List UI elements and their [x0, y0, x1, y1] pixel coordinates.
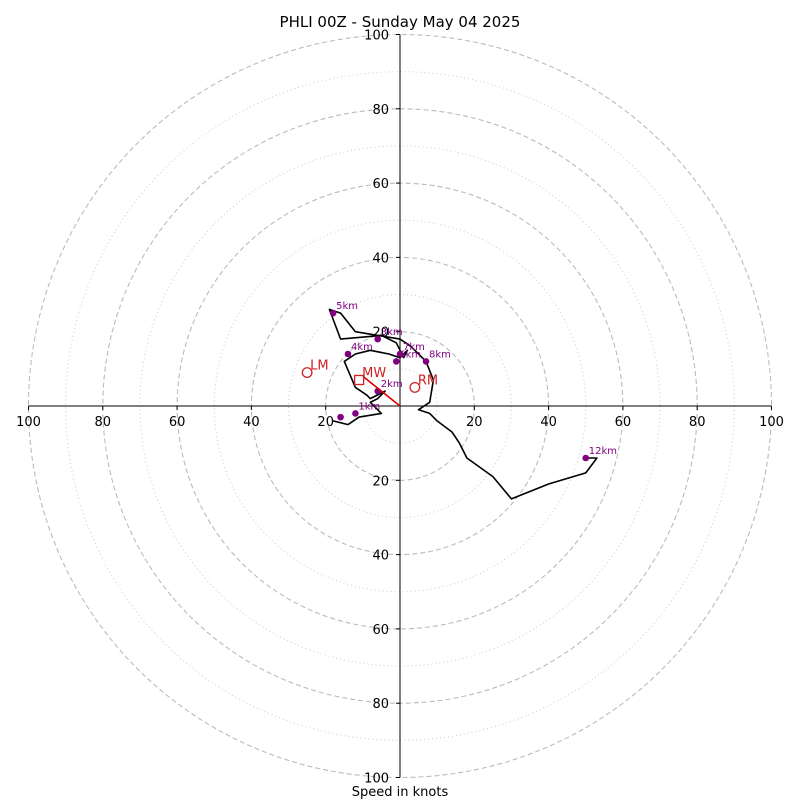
height-label-4km: 4km [351, 342, 373, 353]
height-marker-7km [396, 350, 404, 358]
height-marker-8km [422, 358, 430, 365]
height-label-5km: 5km [336, 301, 358, 312]
shear-vector-line [362, 375, 401, 407]
storm-motion-lm [301, 367, 313, 379]
height-label-8km: 8km [429, 349, 451, 360]
height-label-6km: 6km [399, 349, 421, 360]
height-label-2km: 2km [381, 379, 403, 390]
y-tick-label: 60 [372, 623, 389, 638]
y-tick-label: 40 [372, 251, 389, 266]
chart-title: PHLI 00Z - Sunday May 04 2025 [280, 13, 521, 31]
storm-motion: LM RM MW [301, 359, 438, 407]
height-marker-point [337, 413, 344, 421]
height-marker-6km [392, 358, 400, 365]
height-marker-4km [344, 350, 352, 358]
y-tick-label: 60 [372, 177, 389, 192]
x-tick-label: 80 [95, 415, 112, 430]
height-label-1km: 1km [358, 401, 380, 412]
y-tick-label: 40 [372, 549, 389, 564]
storm-motion-rm [409, 381, 421, 393]
storm-motion-mw [353, 374, 365, 386]
height-label-3km: 3km [381, 327, 403, 338]
height-marker-5km [329, 309, 337, 317]
x-tick-label: 60 [615, 415, 632, 430]
x-tick-label: 80 [689, 415, 706, 430]
hodograph-trace [328, 308, 598, 500]
y-tick-label: 100 [364, 772, 389, 787]
x-axis-label: Speed in knots [352, 785, 449, 800]
storm-motion-label-rm: RM [418, 373, 438, 388]
height-marker-1km [352, 410, 359, 417]
height-marker-12km [582, 454, 590, 462]
hodograph-line [328, 308, 598, 500]
storm-motion-label-mw: MW [362, 366, 386, 381]
x-tick-label: 100 [759, 415, 784, 430]
y-tick-label: 100 [364, 29, 389, 44]
y-tick-label: 80 [372, 697, 389, 712]
storm-motion-label-lm: LM [310, 359, 328, 374]
x-tick-label: 40 [540, 415, 557, 430]
x-tick-label: 20 [466, 415, 483, 430]
x-tick-label: 60 [169, 415, 186, 430]
height-label-12km: 12km [589, 446, 617, 457]
x-tick-label: 100 [16, 415, 41, 430]
y-tick-label: 80 [372, 103, 389, 118]
height-marker-3km [374, 335, 382, 343]
x-tick-label: 20 [317, 415, 334, 430]
height-label-7km: 7km [403, 342, 425, 353]
x-tick-label: 40 [243, 415, 260, 430]
y-tick-label: 20 [372, 474, 389, 489]
